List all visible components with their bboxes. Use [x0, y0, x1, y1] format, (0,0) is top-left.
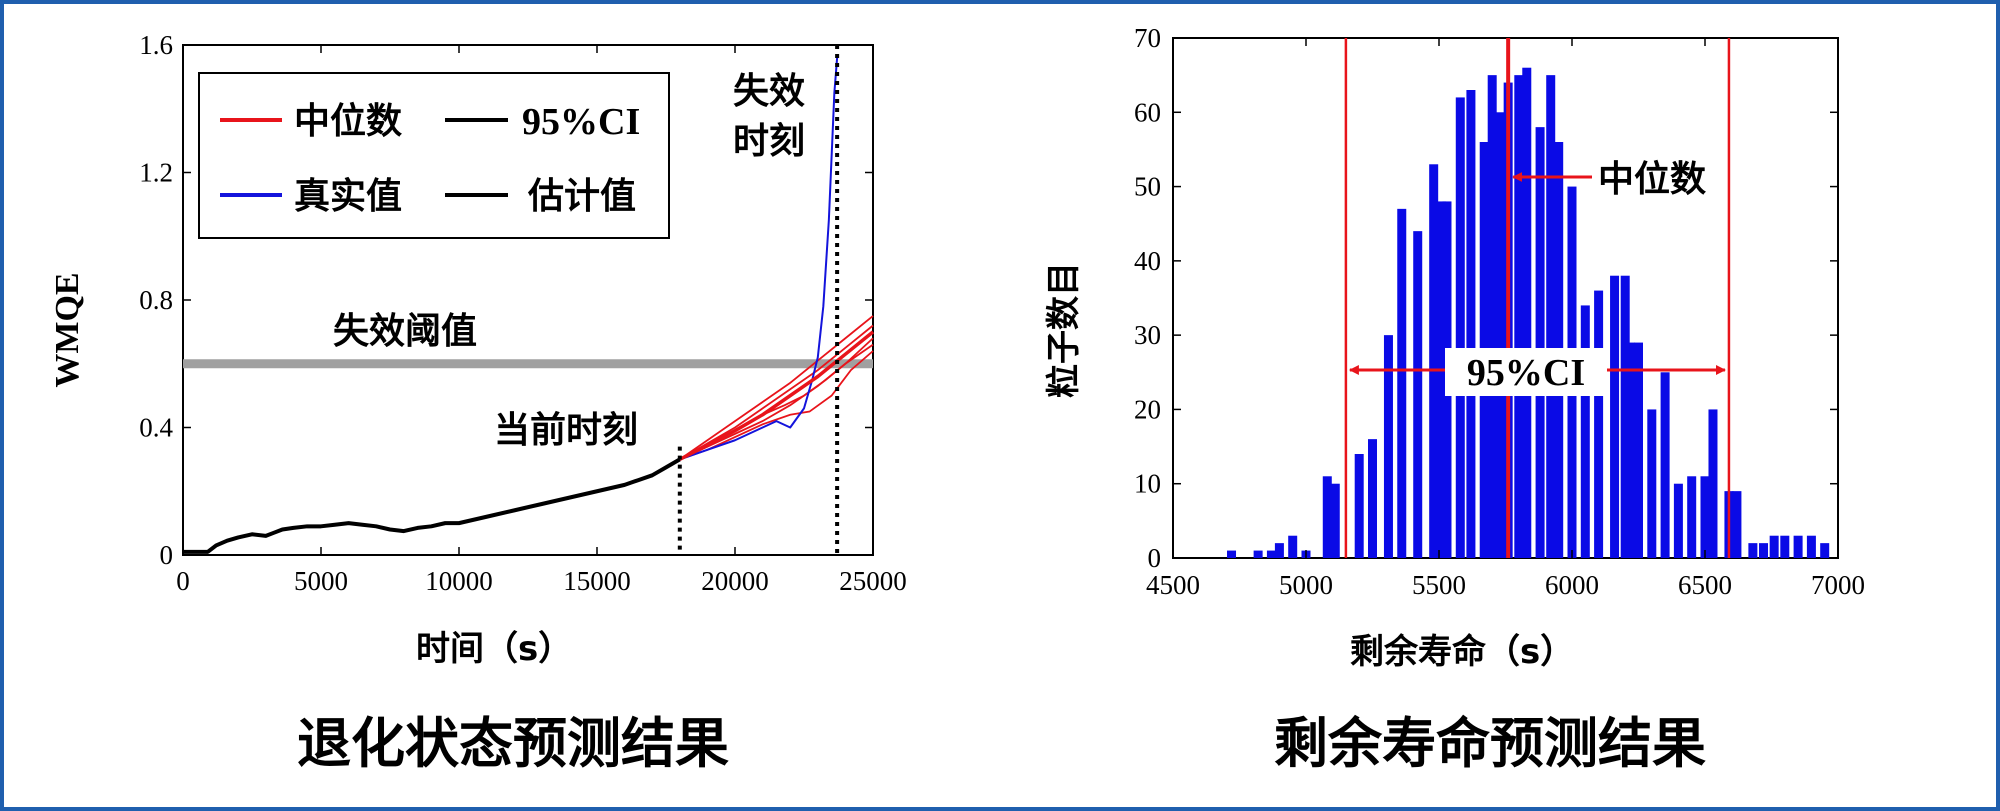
right-x-tick-label: 6000: [1545, 570, 1599, 600]
left-x-tick-label: 25000: [839, 566, 907, 596]
prediction-path: [679, 315, 874, 461]
histogram-bar: [1780, 535, 1790, 558]
histogram-bar: [1673, 483, 1683, 558]
histogram-bar: [1429, 164, 1439, 559]
right-y-tick-label: 10: [1134, 469, 1161, 499]
right-y-tick-label: 50: [1134, 172, 1161, 202]
rul-histogram: 4500 5000 5500 6000 6500 7000 0 10 20 30 40 50 60 70…: [1044, 23, 1865, 775]
ci-label-box: [1445, 348, 1607, 396]
histogram-bar: [1514, 75, 1524, 559]
left-y-tick-label: 0.8: [139, 285, 173, 315]
histogram-bar: [1466, 90, 1476, 558]
histogram-bar: [1330, 483, 1340, 558]
right-y-tick-label: 0: [1148, 543, 1162, 573]
series-line: [678, 330, 875, 461]
right-x-tick-label: 5000: [1279, 570, 1333, 600]
histogram-bar: [1266, 550, 1276, 558]
failure-time-label-line2: 时刻: [733, 121, 805, 162]
right-y-tick-label: 20: [1134, 394, 1161, 424]
degradation-chart: 0 5000 10000 15000 20000 25000 00.40.81.21.6 …: [49, 30, 907, 775]
histogram-bar: [1522, 67, 1532, 558]
right-y-tick-label: 70: [1134, 23, 1161, 53]
median-label: 中位数: [1598, 159, 1706, 200]
right-y-tick-label: 40: [1134, 246, 1161, 276]
histogram-bar: [1620, 275, 1630, 558]
left-caption: 退化状态预测结果: [297, 712, 729, 775]
right-y-axis-label: 粒子数目: [1044, 262, 1084, 398]
histogram-bar: [1700, 476, 1710, 558]
left-y-axis-label: WMQE: [49, 272, 86, 387]
histogram-bar: [1413, 231, 1423, 558]
histogram-bar: [1580, 305, 1590, 558]
right-x-tick-label: 7000: [1811, 570, 1865, 600]
left-x-tick-label: 0: [176, 566, 190, 596]
histogram-bar: [1769, 535, 1779, 558]
right-x-tick-label: 5500: [1412, 570, 1466, 600]
legend-label-ci: 95%CI: [522, 101, 640, 143]
current-time-label: 当前时刻: [494, 410, 638, 451]
histogram-bar: [1368, 439, 1377, 558]
histogram-bar: [1288, 535, 1298, 558]
right-y-tick-label: 30: [1134, 320, 1161, 350]
left-y-tick-label: 1.2: [139, 158, 173, 188]
right-x-axis-label: 剩余寿命（s）: [1350, 632, 1574, 672]
histogram-bar: [1535, 127, 1545, 559]
ci-label: 95%CI: [1467, 352, 1585, 394]
histogram-bar: [1274, 543, 1284, 558]
right-x-tick-label: 6500: [1678, 570, 1732, 600]
series-line: [679, 57, 839, 461]
histogram-bar: [1383, 335, 1393, 558]
left-x-tick-label: 20000: [701, 566, 769, 596]
histogram-bar: [1594, 290, 1604, 558]
left-y-tick-label: 0.4: [139, 413, 173, 443]
failure-time-label-line1: 失效: [733, 71, 805, 112]
right-x-tick-label: 4500: [1146, 570, 1200, 600]
left-x-tick-label: 15000: [563, 566, 631, 596]
histogram-bar: [1660, 372, 1670, 558]
histogram-bar: [1437, 201, 1447, 558]
legend-label-true: 真实值: [294, 176, 402, 217]
histogram-bar: [1227, 550, 1237, 558]
histogram-bar: [1748, 543, 1758, 558]
histogram-bar: [1610, 275, 1620, 558]
histogram-bar: [1820, 543, 1830, 558]
left-x-axis-label: 时间（s）: [416, 629, 572, 669]
left-legend: [198, 72, 670, 239]
histogram-bar: [1806, 535, 1816, 558]
histogram-bar: [1759, 543, 1769, 558]
histogram-bar: [1546, 75, 1556, 559]
histogram-bar: [1495, 112, 1505, 559]
legend-label-estimate: 估计值: [527, 176, 636, 217]
histogram-bar: [1687, 476, 1697, 558]
right-y-tick-label: 60: [1134, 97, 1161, 127]
series-line: [183, 457, 681, 554]
left-y-tick-label: 0: [160, 540, 174, 570]
histogram-bar: [1793, 535, 1803, 558]
legend-label-median: 中位数: [294, 101, 402, 142]
histogram-bar: [1253, 550, 1263, 558]
threshold-label: 失效阈值: [333, 311, 477, 352]
histogram-bar: [1487, 75, 1497, 559]
left-x-tick-label: 5000: [294, 566, 348, 596]
left-x-tick-label: 10000: [425, 566, 493, 596]
histogram-bar: [1455, 97, 1465, 558]
histogram-bar: [1708, 409, 1718, 558]
histogram-bar: [1732, 491, 1742, 558]
histogram-bar: [1354, 454, 1364, 558]
histogram-bar: [1626, 342, 1636, 558]
histogram-bar: [1647, 409, 1657, 558]
left-y-tick-label: 1.6: [139, 30, 173, 60]
prediction-path: [679, 350, 874, 461]
right-caption: 剩余寿命预测结果: [1274, 712, 1706, 775]
histogram-bar: [1634, 342, 1643, 558]
histogram-bar: [1397, 208, 1407, 558]
histogram-bar: [1322, 476, 1332, 558]
